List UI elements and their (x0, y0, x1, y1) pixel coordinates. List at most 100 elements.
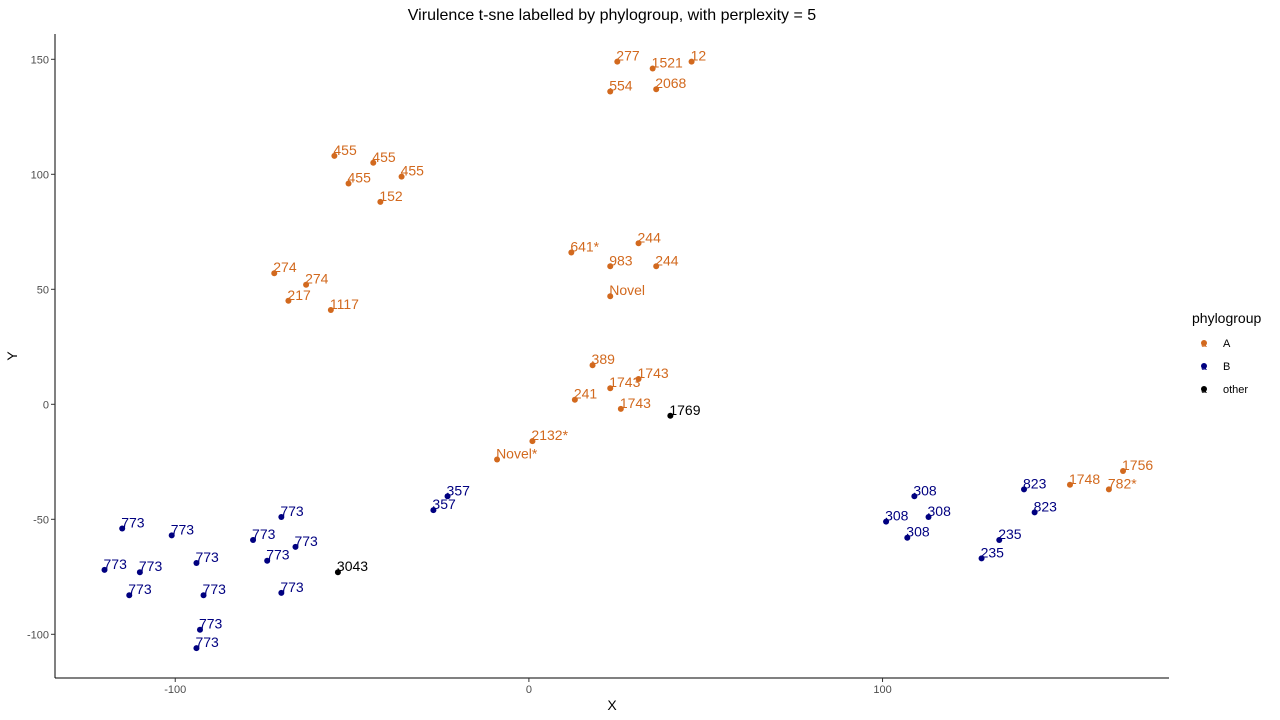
point-label: 1117 (330, 296, 359, 312)
data-point (126, 592, 133, 599)
point-label: 235 (998, 526, 1022, 542)
data-point (653, 263, 660, 270)
data-point (607, 385, 614, 392)
point-label: 1743 (620, 395, 651, 411)
data-point (278, 514, 285, 520)
legend-label: A (1223, 338, 1231, 350)
point-label: 773 (280, 503, 304, 519)
point-label: 1769 (669, 402, 700, 418)
legend-key-glyph: a (1201, 339, 1207, 350)
point-label: 823 (1023, 475, 1047, 491)
data-point (285, 297, 292, 304)
data-point (494, 456, 501, 463)
point-label: 983 (609, 252, 633, 268)
legend-key (1201, 363, 1207, 369)
point-label: 241 (574, 386, 598, 402)
data-point (168, 532, 175, 539)
data-point (996, 537, 1003, 543)
data-point (377, 198, 384, 205)
x-tick-label: 0 (526, 684, 532, 696)
y-tick-label: 50 (37, 284, 49, 296)
point-label: 773 (266, 547, 290, 563)
data-point (614, 58, 621, 65)
point-label: 782* (1108, 475, 1137, 491)
data-point (653, 86, 660, 93)
data-point (1105, 486, 1112, 493)
point-label: 308 (885, 508, 909, 524)
data-point (904, 534, 911, 541)
point-label: 773 (199, 616, 223, 632)
point-label: 773 (104, 556, 128, 572)
data-point (589, 362, 596, 369)
data-point (278, 589, 285, 596)
point-label: 554 (609, 78, 633, 94)
data-point (264, 557, 271, 564)
point-label: 455 (333, 142, 357, 158)
data-point (688, 58, 695, 65)
y-tick-label: 0 (43, 399, 49, 411)
point-label: 217 (287, 287, 311, 303)
point-label: 1743 (638, 365, 669, 381)
data-point (1031, 509, 1038, 516)
point-label: 773 (195, 634, 219, 650)
data-point (398, 173, 405, 180)
point-label: 1521 (652, 55, 683, 71)
x-axis-title: X (607, 697, 617, 713)
point-label: 308 (928, 503, 952, 519)
legend-label: other (1223, 384, 1248, 396)
y-axis-ticks: -100 -50 0 50 100 150 (27, 54, 55, 641)
point-label: 274 (273, 259, 297, 275)
x-tick-label: 100 (873, 684, 891, 696)
point-label: 773 (171, 521, 195, 537)
data-point (1066, 481, 1073, 488)
data-point (193, 645, 200, 652)
legend-key (1201, 386, 1207, 392)
data-point (345, 180, 352, 187)
point-label: 274 (305, 271, 329, 287)
point-label: 773 (195, 549, 219, 565)
data-point (635, 240, 642, 247)
data-point (911, 493, 918, 500)
point-label: 1756 (1122, 457, 1153, 473)
data-point (571, 396, 578, 403)
point-label: 244 (638, 229, 662, 245)
point-label: 235 (981, 544, 1005, 560)
point-label: 244 (655, 252, 679, 268)
point-label: 2132* (531, 427, 568, 443)
data-point (444, 493, 451, 500)
point-label: 773 (294, 533, 318, 549)
point-label: 12 (691, 48, 707, 64)
data-point (331, 152, 338, 159)
data-point (925, 514, 932, 520)
point-label: 277 (616, 48, 640, 64)
point-label: 152 (379, 188, 403, 204)
data-point (1120, 468, 1127, 474)
legend: phylogroup a Aa Ba other (1192, 310, 1261, 396)
data-point (136, 569, 143, 576)
legend-key-glyph: a (1201, 385, 1207, 396)
data-point (529, 438, 536, 445)
point-label: 389 (592, 351, 616, 367)
data-point (635, 376, 642, 382)
x-tick-label: -100 (164, 684, 186, 696)
data-point (1021, 486, 1028, 493)
y-axis-title: Y (4, 351, 20, 361)
point-label: 1743 (609, 374, 640, 390)
legend-key (1201, 340, 1207, 346)
point-label: 455 (348, 170, 372, 186)
point-label: Novel* (496, 446, 538, 462)
point-label: 1748 (1069, 471, 1100, 487)
point-label: 773 (252, 526, 276, 542)
data-point (430, 507, 437, 514)
point-label: 308 (906, 524, 930, 540)
x-axis-ticks: -100 0 100 (164, 678, 892, 696)
data-point (649, 65, 656, 72)
data-point (607, 263, 614, 270)
legend-title: phylogroup (1192, 310, 1261, 326)
y-tick-label: 100 (31, 169, 49, 181)
data-point (617, 405, 624, 412)
point-label: 357 (447, 482, 471, 498)
data-point (292, 543, 299, 550)
y-tick-label: 150 (31, 54, 49, 66)
